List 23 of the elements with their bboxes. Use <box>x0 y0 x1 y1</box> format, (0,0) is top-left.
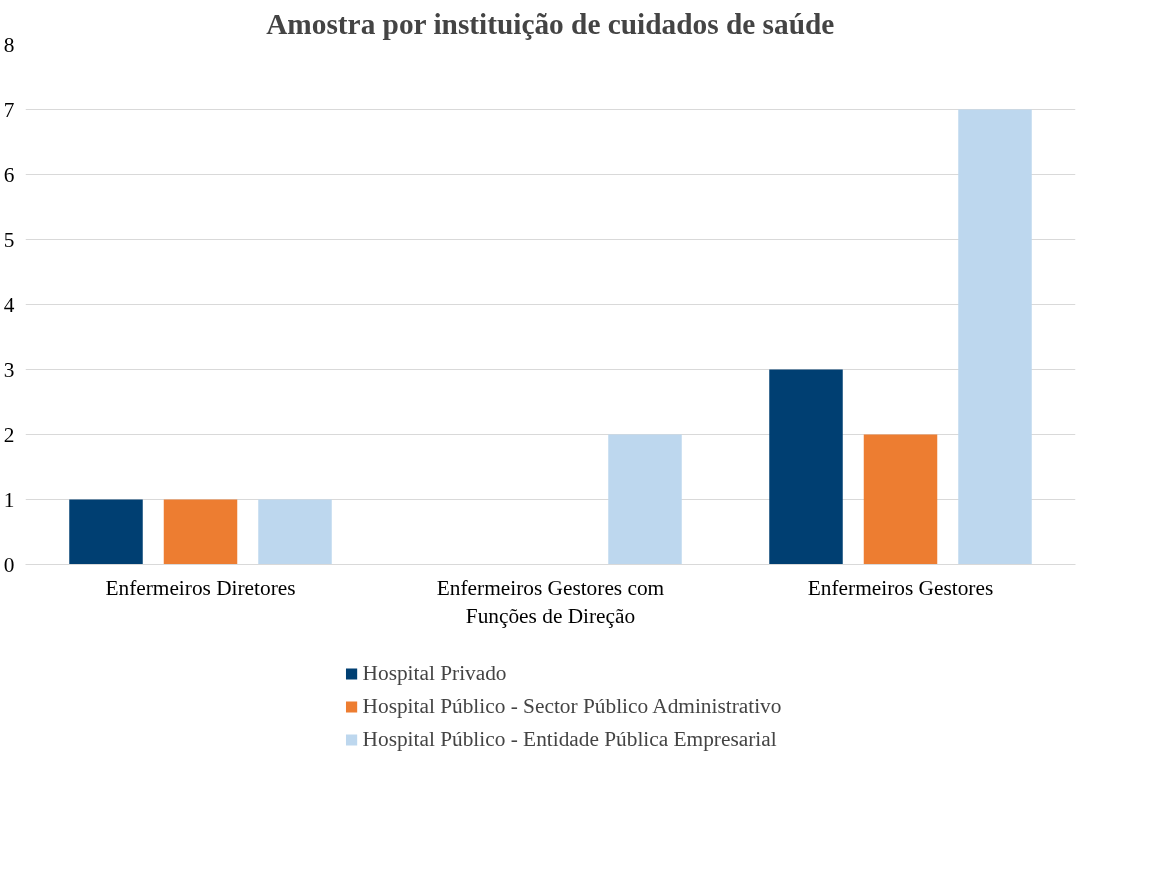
legend-label: Hospital Público - Sector Público Administrativo <box>362 693 782 719</box>
y-tick-label: 8 <box>3 32 15 57</box>
x-tick-label: Enfermeiros Gestores <box>807 575 994 600</box>
y-tick-label: 4 <box>3 292 15 317</box>
y-tick-label: 6 <box>3 162 15 187</box>
bar <box>608 434 682 565</box>
y-tick-label: 2 <box>3 422 15 447</box>
legend-label: Hospital Público - Entidade Pública Empresarial <box>362 726 777 752</box>
bar <box>258 499 332 565</box>
bar <box>863 434 938 565</box>
legend-label: Hospital Privado <box>362 660 507 686</box>
x-tick-label: Enfermeiros Diretores <box>105 575 296 600</box>
x-tick-label: Enfermeiros Gestores com Funções de Direção <box>436 575 665 629</box>
bar <box>958 109 1032 565</box>
y-tick-label: 5 <box>3 227 15 252</box>
chart-title: Amostra por instituição de cuidados de saúde <box>266 7 835 40</box>
y-tick-label: 3 <box>3 357 15 382</box>
bar <box>163 499 238 565</box>
bar <box>69 499 143 565</box>
y-tick-label: 7 <box>3 97 15 122</box>
y-tick-label: 0 <box>3 552 15 577</box>
bar <box>769 369 843 565</box>
y-tick-label: 1 <box>3 487 15 512</box>
